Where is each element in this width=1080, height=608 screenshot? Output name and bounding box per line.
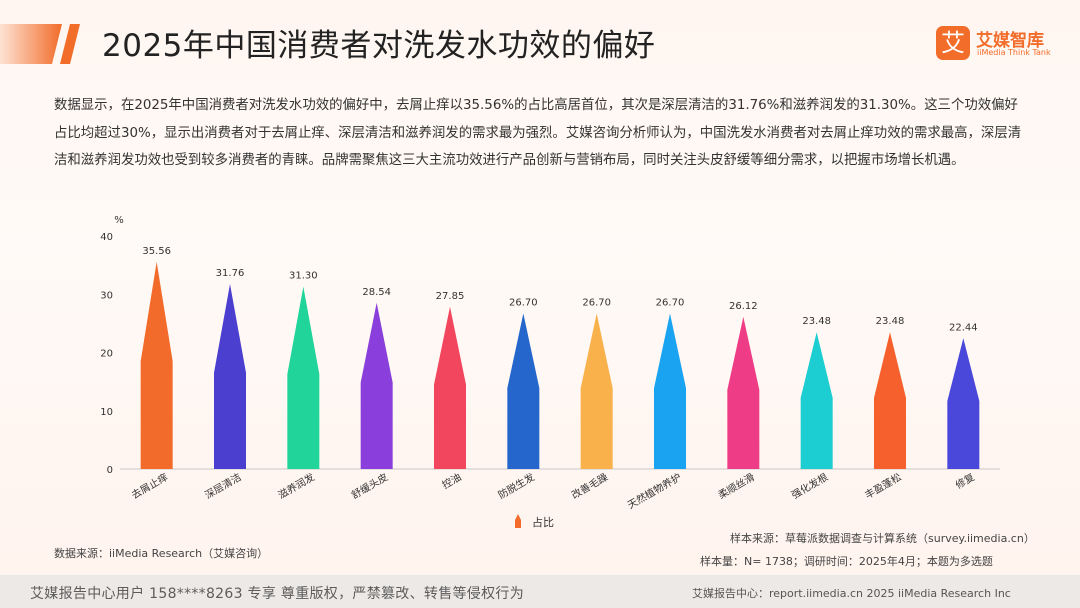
data-label-1: 35.56: [142, 246, 171, 257]
bar-1: [140, 261, 173, 469]
data-label-4: 28.54: [362, 287, 391, 298]
bar-5: [434, 306, 466, 469]
bar-6: [507, 313, 540, 469]
x-tick-label-4: 舒缓头皮: [349, 470, 390, 501]
y-tick-label: 10: [100, 407, 113, 418]
x-tick-label-3: 滋养润发: [276, 470, 317, 501]
bar-12: [947, 338, 980, 469]
copyright-notice: 艾媒报告中心用户 158****8263 专享 尊重版权，严禁篡改、转售等侵权行…: [30, 586, 524, 602]
x-tick-label-10: 强化发根: [789, 470, 830, 501]
y-tick-label: 30: [100, 290, 113, 301]
sample-size: 样本量：N= 1738；调研时间：2025年4月；本题为多选题: [700, 555, 993, 568]
bar-3: [287, 286, 320, 469]
y-tick-label: 0: [107, 465, 113, 476]
legend-label: 占比: [532, 516, 554, 529]
logo-text-en: iiMedia Think Tank: [977, 48, 1051, 57]
data-label-6: 26.70: [509, 297, 538, 308]
y-tick-label: 20: [100, 349, 113, 360]
data-label-9: 26.12: [729, 301, 758, 312]
legend-swatch-icon: [515, 514, 521, 528]
sample-source: 样本来源：草莓派数据调查与计算系统（survey.iimedia.cn）: [730, 532, 1035, 545]
bar-2: [214, 283, 246, 469]
x-tick-label-6: 防脱生发: [496, 470, 537, 501]
data-label-3: 31.30: [289, 271, 318, 282]
page-title: 2025年中国消费者对洗发水功效的偏好: [102, 28, 656, 64]
bar-11: [874, 332, 906, 469]
logo-icon: 艾: [936, 26, 970, 60]
x-tick-label-11: 丰盈蓬松: [862, 470, 903, 501]
data-label-11: 23.48: [876, 316, 905, 327]
brand-logo: 艾 艾媒智库 iiMedia Think Tank: [936, 26, 1056, 62]
x-tick-label-8: 天然植物养护: [625, 470, 683, 511]
bar-8: [654, 313, 686, 469]
data-label-5: 27.85: [436, 291, 465, 302]
x-tick-label-2: 深层清洁: [202, 470, 243, 501]
x-tick-label-12: 修复: [953, 470, 977, 491]
bar-10: [800, 332, 833, 469]
data-label-12: 22.44: [949, 322, 978, 333]
title-accent-stripes: [0, 24, 80, 64]
y-tick-label: 40: [100, 232, 113, 243]
data-label-7: 26.70: [582, 297, 611, 308]
footer-bar: 艾媒报告中心用户 158****8263 专享 尊重版权，严禁篡改、转售等侵权行…: [0, 575, 1080, 608]
bar-9: [727, 316, 760, 469]
bar-4: [360, 302, 393, 469]
summary-paragraph: 数据显示，在2025年中国消费者对洗发水功效的偏好中，去屑止痒以35.56%的占…: [54, 98, 1022, 168]
logo-text-cn: 艾媒智库: [976, 31, 1044, 51]
x-tick-label-7: 改善毛躁: [569, 470, 610, 501]
report-center-link[interactable]: 艾媒报告中心：report.iimedia.cn 2025 iiMedia Re…: [692, 587, 1011, 600]
x-tick-label-9: 柔顺丝滑: [716, 471, 757, 501]
data-label-2: 31.76: [216, 268, 245, 279]
x-tick-label-1: 去屑止痒: [129, 470, 170, 501]
data-label-8: 26.70: [656, 297, 685, 308]
y-axis-unit-label: %: [114, 215, 124, 226]
bar-7: [580, 313, 613, 469]
data-label-10: 23.48: [802, 316, 831, 327]
data-source: 数据来源：iiMedia Research（艾媒咨询）: [54, 547, 269, 560]
x-tick-label-5: 控油: [440, 470, 464, 491]
